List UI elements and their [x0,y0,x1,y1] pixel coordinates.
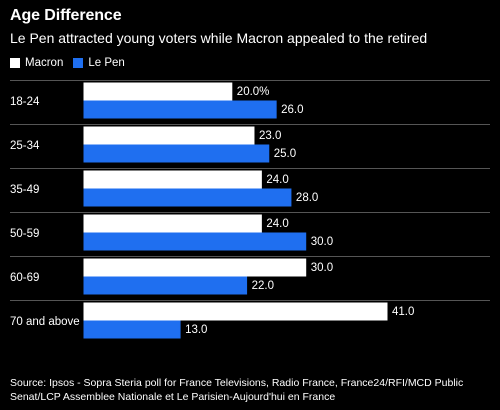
bar-macron [83,126,255,145]
value-label-macron: 24.0 [266,174,288,186]
legend-label-macron: Macron [25,57,64,69]
chart-area: 18-24 20.0% 26.0 25-34 23.0 25.0 35-49 24.0 28.0… [0,80,500,350]
legend-swatch-lepen [73,58,84,68]
bar-lepen [83,320,181,339]
value-label-lepen: 30.0 [311,236,333,248]
category-label: 60-69 [10,272,39,284]
bar-chart: 18-24 20.0% 26.0 25-34 23.0 25.0 35-49 24.0 28.0… [10,80,490,339]
bar-macron [83,258,307,277]
chart-subtitle: Le Pen attracted young voters while Macr… [10,30,428,46]
bar-lepen [83,232,307,251]
bar-lepen [83,276,248,295]
legend-item-macron: Macron [10,57,63,69]
legend-swatch-macron [10,58,20,68]
value-label-macron: 30.0 [311,262,333,274]
category-label: 50-59 [10,228,39,240]
category-label: 25-34 [10,140,40,152]
bar-macron [83,82,233,101]
category-label: 70 and above [10,316,80,328]
value-label-lepen: 13.0 [185,324,207,336]
value-label-macron: 20.0% [237,86,270,98]
value-label-macron: 23.0 [259,130,281,142]
legend: Macron Le Pen [10,57,135,69]
value-label-lepen: 26.0 [281,104,303,116]
source-note: Source: Ipsos - Sopra Steria poll for Fr… [10,377,464,403]
value-label-lepen: 25.0 [274,148,296,160]
bar-lepen [83,144,270,163]
value-label-lepen: 28.0 [296,192,318,204]
value-label-macron: 41.0 [392,306,414,318]
bar-lepen [83,188,292,207]
bar-macron [83,302,388,321]
bar-lepen [83,100,277,119]
legend-label-lepen: Le Pen [88,57,125,69]
value-label-macron: 24.0 [266,218,288,230]
chart-title: Age Difference [10,7,122,24]
category-label: 35-49 [10,184,39,196]
value-label-lepen: 22.0 [252,280,274,292]
legend-item-lepen: Le Pen [73,57,125,69]
category-label: 18-24 [10,96,40,108]
bar-macron [83,170,262,189]
bar-macron [83,214,262,233]
